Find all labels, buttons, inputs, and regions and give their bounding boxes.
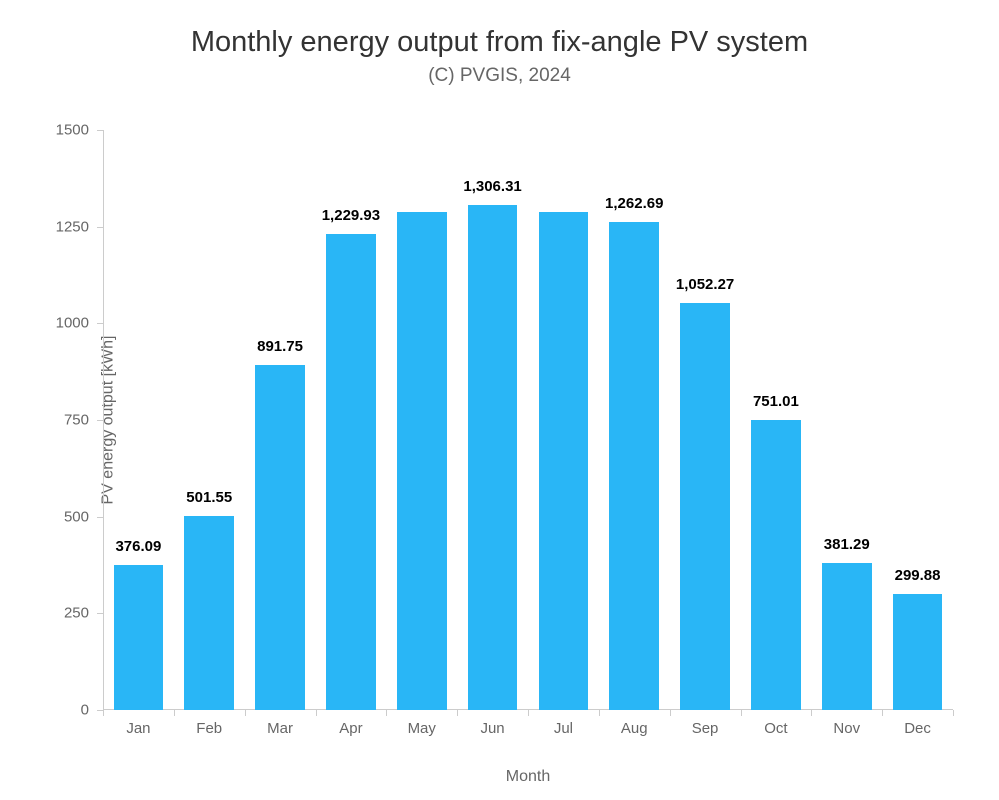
y-tick-mark xyxy=(97,323,103,324)
bar-slot: 1,229.93Apr xyxy=(316,130,387,710)
bar-value-label: 376.09 xyxy=(115,538,161,555)
bar-slot: 751.01Oct xyxy=(741,130,812,710)
y-tick-mark xyxy=(97,613,103,614)
bar-value-label: 381.29 xyxy=(824,536,870,553)
bar xyxy=(609,222,659,710)
y-tick-label: 1000 xyxy=(56,315,89,332)
y-tick-mark xyxy=(97,227,103,228)
x-tick-label: Apr xyxy=(339,720,362,737)
pv-energy-chart: Monthly energy output from fix-angle PV … xyxy=(0,0,999,800)
x-tick-label: Oct xyxy=(764,720,787,737)
bar xyxy=(822,563,872,710)
chart-subtitle: (C) PVGIS, 2024 xyxy=(0,59,999,87)
chart-title: Monthly energy output from fix-angle PV … xyxy=(0,0,999,59)
bar-slot: 299.88Dec xyxy=(882,130,953,710)
x-tick-label: Mar xyxy=(267,720,293,737)
bar xyxy=(893,594,943,710)
x-tick-mark xyxy=(599,710,600,716)
x-tick-mark xyxy=(457,710,458,716)
y-tick-label: 1250 xyxy=(56,218,89,235)
bar-slot: 1,052.27Sep xyxy=(670,130,741,710)
bar xyxy=(680,303,730,710)
bar-slot: 891.75Mar xyxy=(245,130,316,710)
x-tick-mark xyxy=(670,710,671,716)
x-tick-mark xyxy=(174,710,175,716)
bar xyxy=(397,212,447,710)
x-tick-mark xyxy=(386,710,387,716)
y-tick-label: 0 xyxy=(81,702,89,719)
bar-value-label: 299.88 xyxy=(895,567,941,584)
x-tick-label: Aug xyxy=(621,720,648,737)
bar xyxy=(539,212,589,710)
bar-value-label: 501.55 xyxy=(186,489,232,506)
x-tick-label: Jun xyxy=(480,720,504,737)
bar xyxy=(114,565,164,710)
x-tick-label: Feb xyxy=(196,720,222,737)
x-tick-mark xyxy=(528,710,529,716)
x-tick-label: Dec xyxy=(904,720,931,737)
x-tick-label: Jul xyxy=(554,720,573,737)
bar-value-label: 891.75 xyxy=(257,338,303,355)
y-tick-mark xyxy=(97,130,103,131)
y-tick-label: 250 xyxy=(64,605,89,622)
bar-slot: 1,306.31Jun xyxy=(457,130,528,710)
x-tick-mark xyxy=(811,710,812,716)
x-axis-label: Month xyxy=(506,768,550,786)
bar-slot: 501.55Feb xyxy=(174,130,245,710)
bar-value-label: 1,229.93 xyxy=(322,207,380,224)
bars-region: 376.09Jan501.55Feb891.75Mar1,229.93AprMa… xyxy=(103,130,953,710)
bar-slot: Jul xyxy=(528,130,599,710)
bar-slot: 1,262.69Aug xyxy=(599,130,670,710)
y-tick-mark xyxy=(97,420,103,421)
y-tick-mark xyxy=(97,517,103,518)
bar-slot: 381.29Nov xyxy=(811,130,882,710)
y-tick-label: 500 xyxy=(64,508,89,525)
x-tick-mark xyxy=(245,710,246,716)
x-tick-label: Jan xyxy=(126,720,150,737)
bar xyxy=(751,420,801,710)
bar xyxy=(184,516,234,710)
x-tick-mark xyxy=(316,710,317,716)
bar-slot: May xyxy=(386,130,457,710)
bar-value-label: 1,052.27 xyxy=(676,276,734,293)
y-tick-label: 1500 xyxy=(56,122,89,139)
bar-value-label: 751.01 xyxy=(753,393,799,410)
x-tick-mark xyxy=(953,710,954,716)
bar-value-label: 1,306.31 xyxy=(463,178,521,195)
x-tick-mark xyxy=(882,710,883,716)
plot-area: 376.09Jan501.55Feb891.75Mar1,229.93AprMa… xyxy=(103,130,953,710)
bar-value-label: 1,262.69 xyxy=(605,195,663,212)
x-tick-label: Sep xyxy=(692,720,719,737)
x-tick-label: May xyxy=(408,720,436,737)
x-tick-mark xyxy=(103,710,104,716)
x-tick-mark xyxy=(741,710,742,716)
y-tick-label: 750 xyxy=(64,412,89,429)
bar xyxy=(326,234,376,710)
x-tick-label: Nov xyxy=(833,720,860,737)
bar xyxy=(255,365,305,710)
bar-slot: 376.09Jan xyxy=(103,130,174,710)
bar xyxy=(468,205,518,710)
